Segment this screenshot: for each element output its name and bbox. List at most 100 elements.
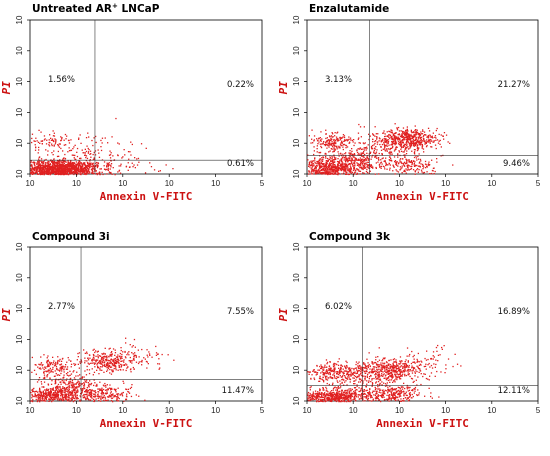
scatter-point <box>327 391 329 393</box>
scatter-point <box>60 164 62 166</box>
scatter-point <box>421 171 423 173</box>
scatter-point <box>107 362 109 364</box>
scatter-point <box>89 164 91 166</box>
scatter-point <box>423 131 426 133</box>
scatter-point <box>88 169 90 171</box>
scatter-point <box>344 139 346 141</box>
scatter-point <box>31 393 33 396</box>
scatter-point <box>350 167 352 169</box>
scatter-point <box>334 149 336 151</box>
scatter-point <box>347 165 349 167</box>
scatter-point <box>106 355 108 357</box>
scatter-point <box>334 139 336 141</box>
scatter-point <box>65 364 67 366</box>
scatter-point <box>311 398 313 400</box>
scatter-point <box>98 396 100 398</box>
scatter-point <box>418 141 420 143</box>
scatter-point <box>107 166 109 168</box>
scatter-point <box>359 167 361 169</box>
scatter-point <box>373 144 375 146</box>
scatter-point <box>320 169 323 171</box>
scatter-point <box>348 173 350 175</box>
scatter-point <box>99 397 101 399</box>
scatter-point <box>35 147 37 149</box>
scatter-point <box>341 167 343 169</box>
scatter-point <box>74 144 76 146</box>
scatter-point <box>414 153 416 155</box>
scatter-point <box>349 163 351 165</box>
scatter-point <box>384 159 386 162</box>
panel-title: Untreated AR+ LNCaP <box>32 2 160 15</box>
scatter-point <box>45 149 47 151</box>
scatter-point <box>89 389 91 391</box>
scatter-point <box>374 147 376 149</box>
scatter-point <box>82 152 84 154</box>
scatter-point <box>110 366 113 368</box>
scatter-point <box>411 163 413 165</box>
scatter-point <box>43 372 45 374</box>
scatter-point <box>65 387 68 389</box>
scatter-point <box>422 168 424 170</box>
scatter-point <box>93 158 95 160</box>
scatter-point <box>406 136 408 138</box>
scatter-point <box>329 155 331 157</box>
scatter-point <box>313 153 315 156</box>
scatter-point <box>76 394 78 396</box>
scatter-point <box>374 126 376 128</box>
scatter-point <box>53 144 55 146</box>
scatter-point <box>358 152 360 155</box>
scatter-point <box>408 159 410 161</box>
scatter-point <box>52 368 54 370</box>
scatter-point <box>348 391 351 393</box>
scatter-point <box>71 385 74 388</box>
scatter-point <box>399 144 401 146</box>
scatter-point <box>93 395 95 398</box>
scatter-point <box>121 157 123 159</box>
scatter-point <box>61 390 63 392</box>
scatter-point <box>58 166 61 168</box>
scatter-point <box>367 161 370 163</box>
x-tick-label: 5 <box>536 179 541 188</box>
x-tick-label: 10 <box>118 179 127 188</box>
scatter-point <box>118 359 120 362</box>
scatter-point <box>332 394 334 396</box>
scatter-point <box>53 168 55 170</box>
scatter-point <box>96 165 98 167</box>
scatter-point <box>69 379 71 381</box>
scatter-point <box>346 391 348 393</box>
scatter-point <box>354 161 356 163</box>
scatter-point <box>41 386 43 388</box>
scatter-point <box>374 173 376 175</box>
scatter-point <box>360 160 362 162</box>
scatter-point <box>76 382 78 384</box>
scatter-point <box>341 156 344 158</box>
scatter-point <box>66 165 68 168</box>
scatter-point <box>329 150 331 152</box>
scatter-point <box>92 359 95 361</box>
scatter-point <box>426 166 428 168</box>
scatter-point <box>81 170 83 172</box>
scatter-point <box>363 143 365 145</box>
scatter-point <box>134 352 136 354</box>
scatter-point <box>63 157 65 159</box>
scatter-point <box>67 391 69 393</box>
scatter-point <box>67 167 69 170</box>
scatter-point <box>155 345 157 348</box>
quadrant-upper-left-label: 2.77% <box>48 302 75 312</box>
scatter-point <box>78 381 80 383</box>
scatter-point <box>354 142 356 144</box>
scatter-point <box>128 360 130 362</box>
scatter-point <box>432 137 434 139</box>
scatter-point <box>435 137 437 139</box>
scatter-point <box>69 167 71 169</box>
scatter-point <box>324 398 326 401</box>
scatter-point <box>50 383 53 385</box>
scatter-point <box>356 151 359 154</box>
scatter-point <box>325 163 327 165</box>
x-tick-label: 10 <box>165 179 174 188</box>
scatter-point <box>388 148 390 150</box>
scatter-point <box>424 160 427 163</box>
scatter-point <box>430 138 432 141</box>
scatter-point <box>64 172 66 174</box>
scatter-point <box>336 395 339 397</box>
